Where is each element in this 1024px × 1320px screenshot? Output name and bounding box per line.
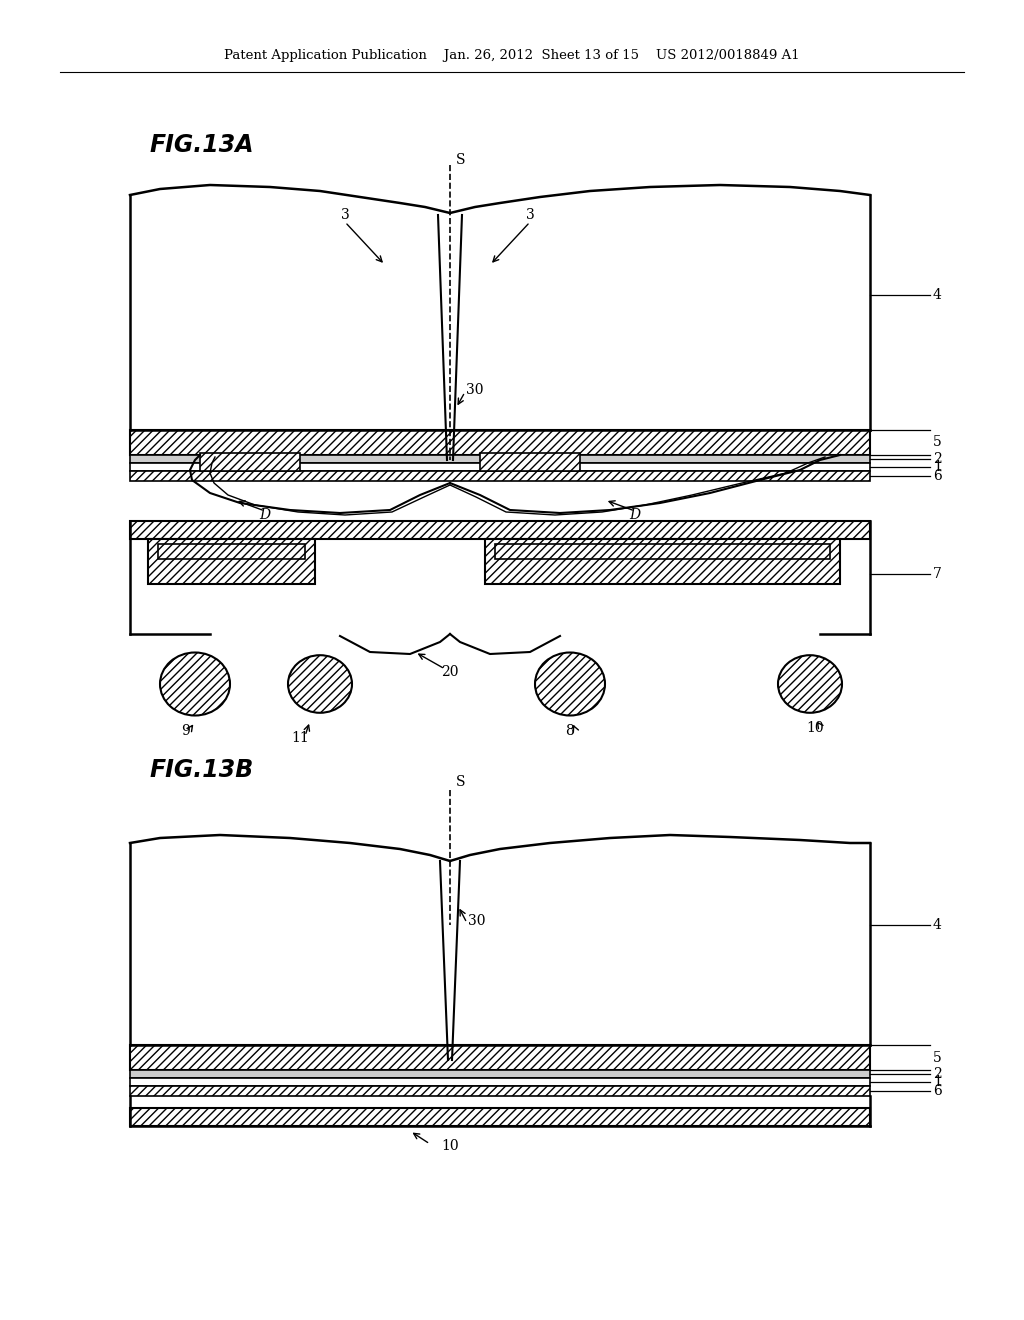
Text: 3: 3: [341, 209, 349, 222]
Text: S: S: [456, 153, 466, 168]
Bar: [130, 1078, 870, 1086]
Bar: [130, 455, 870, 463]
Text: 30: 30: [466, 383, 483, 397]
Bar: [200, 453, 300, 471]
Text: 7: 7: [933, 568, 942, 581]
Text: 20: 20: [441, 665, 459, 678]
Ellipse shape: [778, 655, 842, 713]
Bar: [450, 185, 870, 430]
Text: 3: 3: [525, 209, 535, 222]
Ellipse shape: [160, 652, 230, 715]
Bar: [130, 1086, 870, 1096]
Text: 2: 2: [933, 451, 942, 466]
Bar: [495, 544, 830, 558]
Ellipse shape: [535, 652, 605, 715]
Text: Patent Application Publication    Jan. 26, 2012  Sheet 13 of 15    US 2012/00188: Patent Application Publication Jan. 26, …: [224, 49, 800, 62]
Bar: [130, 836, 450, 1045]
Text: 6: 6: [933, 1084, 942, 1098]
Bar: [485, 539, 840, 583]
Text: 1: 1: [933, 459, 942, 474]
Bar: [130, 1107, 870, 1126]
Text: 5: 5: [933, 436, 942, 450]
Bar: [130, 471, 870, 480]
Text: S: S: [456, 775, 466, 789]
Text: 4: 4: [933, 917, 942, 932]
Bar: [130, 185, 450, 430]
Text: 5: 5: [933, 1051, 942, 1064]
Bar: [480, 453, 580, 471]
Text: 4: 4: [933, 288, 942, 302]
Bar: [130, 1071, 870, 1078]
Text: 2: 2: [933, 1067, 942, 1081]
Bar: [130, 1045, 870, 1071]
Ellipse shape: [288, 655, 352, 713]
Text: D: D: [259, 508, 270, 521]
Text: 30: 30: [468, 913, 485, 928]
Text: 9: 9: [180, 723, 189, 738]
Text: FIG.13A: FIG.13A: [150, 133, 255, 157]
Bar: [130, 430, 870, 455]
Text: 6: 6: [933, 469, 942, 483]
Text: FIG.13B: FIG.13B: [150, 758, 254, 781]
Bar: [450, 836, 870, 1045]
Bar: [130, 463, 870, 471]
Text: 10: 10: [441, 1139, 459, 1152]
Bar: [130, 521, 870, 539]
Text: 10: 10: [806, 721, 824, 735]
Text: 1: 1: [933, 1074, 942, 1089]
Text: 11: 11: [291, 731, 309, 744]
Bar: [158, 544, 305, 558]
Bar: [148, 539, 315, 583]
Text: 8: 8: [565, 723, 574, 738]
Text: D: D: [630, 508, 641, 521]
